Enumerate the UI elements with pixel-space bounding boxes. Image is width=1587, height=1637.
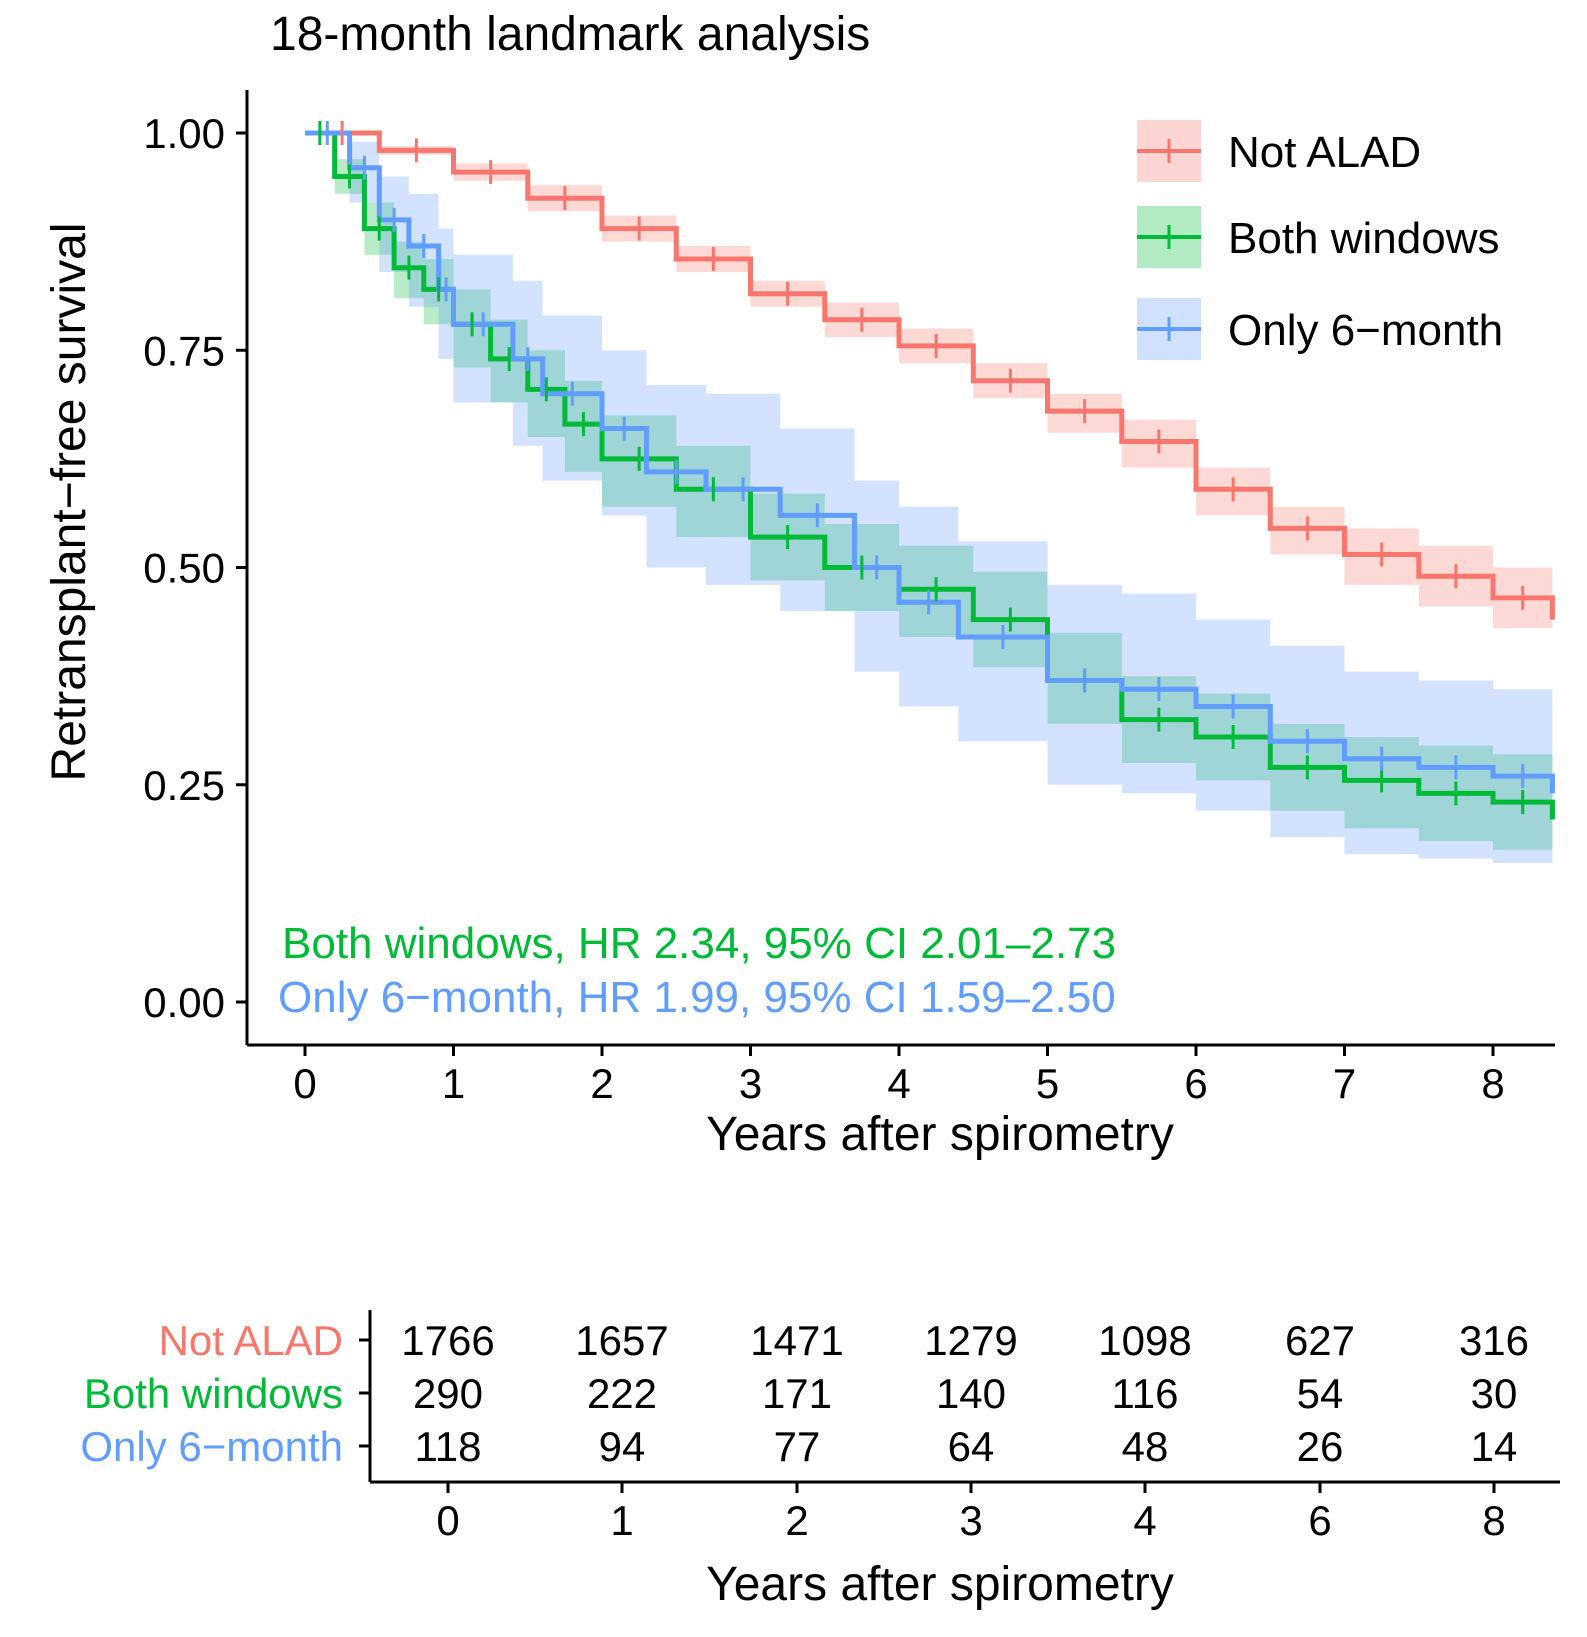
ci-band-only-6-month xyxy=(305,133,1553,872)
risk-table-cell: 171 xyxy=(762,1370,832,1417)
risk-table-x-label: Years after spirometry xyxy=(706,1558,1174,1611)
risk-x-tick-label: 3 xyxy=(959,1497,982,1544)
censor-marks xyxy=(318,121,1525,815)
survival-curve-only-6-month xyxy=(305,130,1555,794)
hr-annotation-both-windows: Both windows, HR 2.34, 95% CI 2.01–2.73 xyxy=(282,919,1116,968)
risk-table-row-labels: Not ALAD Both windows Only 6−month xyxy=(80,1317,370,1470)
y-tick-label: 0.75 xyxy=(143,327,225,374)
y-tick-label: 0.25 xyxy=(143,762,225,809)
risk-table-cell: 26 xyxy=(1297,1423,1344,1470)
risk-x-tick-label: 2 xyxy=(785,1497,808,1544)
risk-table-cell: 222 xyxy=(587,1370,657,1417)
x-tick-label: 5 xyxy=(1036,1060,1059,1107)
risk-table-cell: 64 xyxy=(948,1423,995,1470)
y-tick-label: 0.00 xyxy=(143,979,225,1026)
km-plot-panel: 0.00 0.25 0.50 0.75 1.00 0 1 2 3 4 5 6 7 8 Retranspl… xyxy=(43,90,1555,1161)
chart-title: 18-month landmark analysis xyxy=(270,8,870,61)
legend-label-not-alad: Not ALAD xyxy=(1228,128,1421,177)
risk-table-cell: 14 xyxy=(1471,1423,1518,1470)
risk-table-cell: 54 xyxy=(1297,1370,1344,1417)
x-tick-label: 3 xyxy=(739,1060,762,1107)
legend: Not ALAD Both windows Only 6−month xyxy=(1137,120,1503,360)
risk-table-cell: 118 xyxy=(415,1423,482,1470)
x-tick-label: 1 xyxy=(442,1060,465,1107)
y-axis-label: Retransplant−free survival xyxy=(43,223,96,782)
risk-table-cell: 1279 xyxy=(924,1317,1017,1364)
risk-table-cell: 140 xyxy=(936,1370,1006,1417)
x-axis-label: Years after spirometry xyxy=(706,1108,1174,1161)
risk-table-cell: 1766 xyxy=(401,1317,494,1364)
legend-label-both-windows: Both windows xyxy=(1228,214,1499,263)
survival-curves xyxy=(305,130,1555,820)
x-tick-label: 8 xyxy=(1481,1060,1504,1107)
risk-x-tick-label: 1 xyxy=(610,1497,633,1544)
y-tick-label: 0.50 xyxy=(143,545,225,592)
x-tick-label: 6 xyxy=(1184,1060,1207,1107)
risk-table-cell: 77 xyxy=(774,1423,821,1470)
hr-annotation-only-6-month: Only 6−month, HR 1.99, 95% CI 1.59–2.50 xyxy=(278,973,1116,1022)
risk-table-cell: 316 xyxy=(1459,1317,1529,1364)
risk-table-cell: 94 xyxy=(599,1423,646,1470)
risk-row-label-not-alad: Not ALAD xyxy=(159,1317,343,1364)
confidence-bands xyxy=(305,133,1553,872)
x-axis-ticks: 0 1 2 3 4 5 6 7 8 xyxy=(293,1045,1505,1107)
risk-row-label-both-windows: Both windows xyxy=(84,1370,343,1417)
risk-row-label-only-6-month: Only 6−month xyxy=(80,1423,343,1470)
y-axis-ticks: 0.00 0.25 0.50 0.75 1.00 xyxy=(143,110,247,1026)
x-tick-label: 4 xyxy=(887,1060,910,1107)
risk-table-cell: 627 xyxy=(1285,1317,1355,1364)
risk-x-tick-label: 8 xyxy=(1482,1497,1505,1544)
ci-band-not-alad xyxy=(305,133,1553,646)
risk-x-tick-label: 4 xyxy=(1133,1497,1156,1544)
risk-table-cells: 1766 1657 1471 1279 1098 627 316 290 222 171 140 11… xyxy=(401,1317,1529,1470)
risk-table-cell: 48 xyxy=(1122,1423,1169,1470)
y-tick-label: 1.00 xyxy=(143,110,225,157)
survival-curve-not-alad xyxy=(305,130,1555,620)
legend-label-only-6-month: Only 6−month xyxy=(1228,306,1503,355)
risk-table-cell: 290 xyxy=(413,1370,483,1417)
survival-curve-both-windows xyxy=(305,130,1555,820)
risk-table-cell: 1657 xyxy=(575,1317,668,1364)
x-tick-label: 2 xyxy=(590,1060,613,1107)
risk-table-cell: 116 xyxy=(1112,1370,1179,1417)
ci-band-both-windows xyxy=(305,133,1553,863)
x-tick-label: 0 xyxy=(293,1060,316,1107)
risk-x-tick-label: 0 xyxy=(436,1497,459,1544)
risk-table-cell: 1471 xyxy=(750,1317,843,1364)
risk-table-x-ticks: 0 1 2 3 4 6 8 xyxy=(436,1482,1506,1544)
risk-table-cell: 30 xyxy=(1471,1370,1518,1417)
risk-table-cell: 1098 xyxy=(1098,1317,1191,1364)
risk-x-tick-label: 6 xyxy=(1308,1497,1331,1544)
x-tick-label: 7 xyxy=(1333,1060,1356,1107)
